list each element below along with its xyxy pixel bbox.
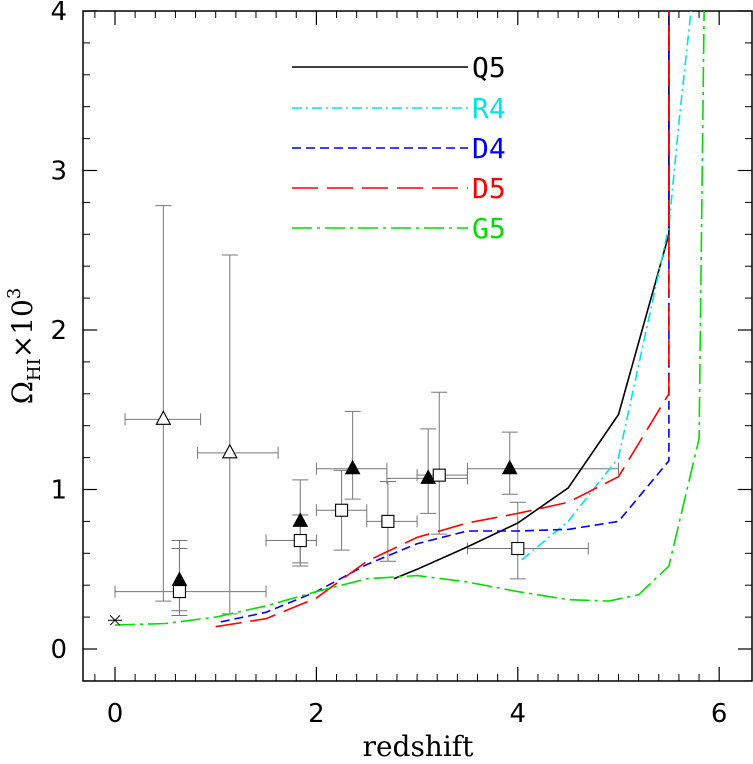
x-tick-label: 2 xyxy=(308,699,325,729)
filled-triangle-marker xyxy=(344,459,361,475)
open-square-marker xyxy=(432,468,446,482)
open-square-marker xyxy=(511,541,525,556)
series-line-d5 xyxy=(215,11,670,628)
legend-label-d5: D5 xyxy=(472,172,506,205)
open-square-marker xyxy=(293,533,307,548)
axis-ticks: 0 2 4 6 0 1 2 3 4 xyxy=(50,0,752,729)
open-square-marker xyxy=(172,585,186,599)
series-line-q5 xyxy=(393,11,670,580)
error-bars xyxy=(114,205,619,617)
filled-triangle-marker xyxy=(171,571,188,586)
y-axis-title-symbol: Ω xyxy=(6,381,39,404)
open-triangle-marker xyxy=(155,410,172,425)
legend-label-r4: R4 xyxy=(472,92,506,125)
x-tick-label: 4 xyxy=(510,699,527,729)
filled-triangle-marker xyxy=(420,469,437,484)
asterisk-marker xyxy=(108,615,122,626)
y-tick-label: 4 xyxy=(50,0,67,27)
y-tick-label: 0 xyxy=(50,635,67,665)
legend-label-q5: Q5 xyxy=(472,51,506,84)
x-axis-title: redshift xyxy=(363,730,475,763)
x-tick-label: 0 xyxy=(107,699,124,729)
series-line-r4 xyxy=(521,11,692,561)
open-square-marker xyxy=(335,503,349,517)
series-line-g5 xyxy=(114,11,705,626)
filled-triangle-marker xyxy=(501,459,518,475)
asterisk-stroke xyxy=(109,615,121,626)
y-axis-title: ΩHI×103 xyxy=(4,288,45,405)
legend-label-g5: G5 xyxy=(472,212,506,245)
series-line-d4 xyxy=(220,11,670,623)
y-axis-title-subscript: HI xyxy=(24,358,45,381)
legend: Q5 R4 D4 D5 G5 xyxy=(292,51,506,245)
open-square-marker xyxy=(381,514,395,528)
open-triangle-marker xyxy=(221,443,238,459)
y-tick-label: 1 xyxy=(50,476,67,506)
y-axis-title-superscript: 3 xyxy=(4,288,25,299)
observation-markers xyxy=(108,410,525,626)
model-curves xyxy=(114,11,705,628)
y-tick-label: 2 xyxy=(50,316,67,346)
legend-label-d4: D4 xyxy=(472,132,506,165)
y-axis-title-times: ×10 xyxy=(6,299,39,358)
svg-text:ΩHI×103: ΩHI×103 xyxy=(4,288,45,405)
y-tick-label: 3 xyxy=(50,157,67,187)
filled-triangle-marker xyxy=(292,512,309,527)
x-tick-label: 6 xyxy=(711,699,728,729)
